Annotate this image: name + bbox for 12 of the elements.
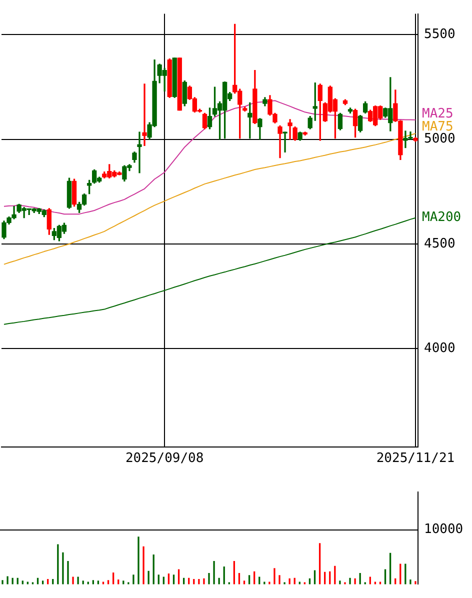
y-tick-label: 4000 bbox=[424, 341, 456, 356]
y-tick-label: 5000 bbox=[424, 132, 456, 147]
y-tick-label: 4500 bbox=[424, 236, 456, 252]
y-tick-label: 5500 bbox=[424, 27, 456, 42]
series-label: MA25 bbox=[422, 106, 454, 122]
x-tick-label: 2025/09/08 bbox=[125, 451, 204, 466]
series-label: MA200 bbox=[422, 210, 462, 226]
candlestick bbox=[282, 132, 288, 152]
x-tick-label: 2025/11/21 bbox=[376, 451, 455, 466]
candlestick bbox=[278, 125, 282, 158]
y-tick-label: 10000 bbox=[424, 522, 464, 538]
candlestick bbox=[142, 84, 147, 146]
